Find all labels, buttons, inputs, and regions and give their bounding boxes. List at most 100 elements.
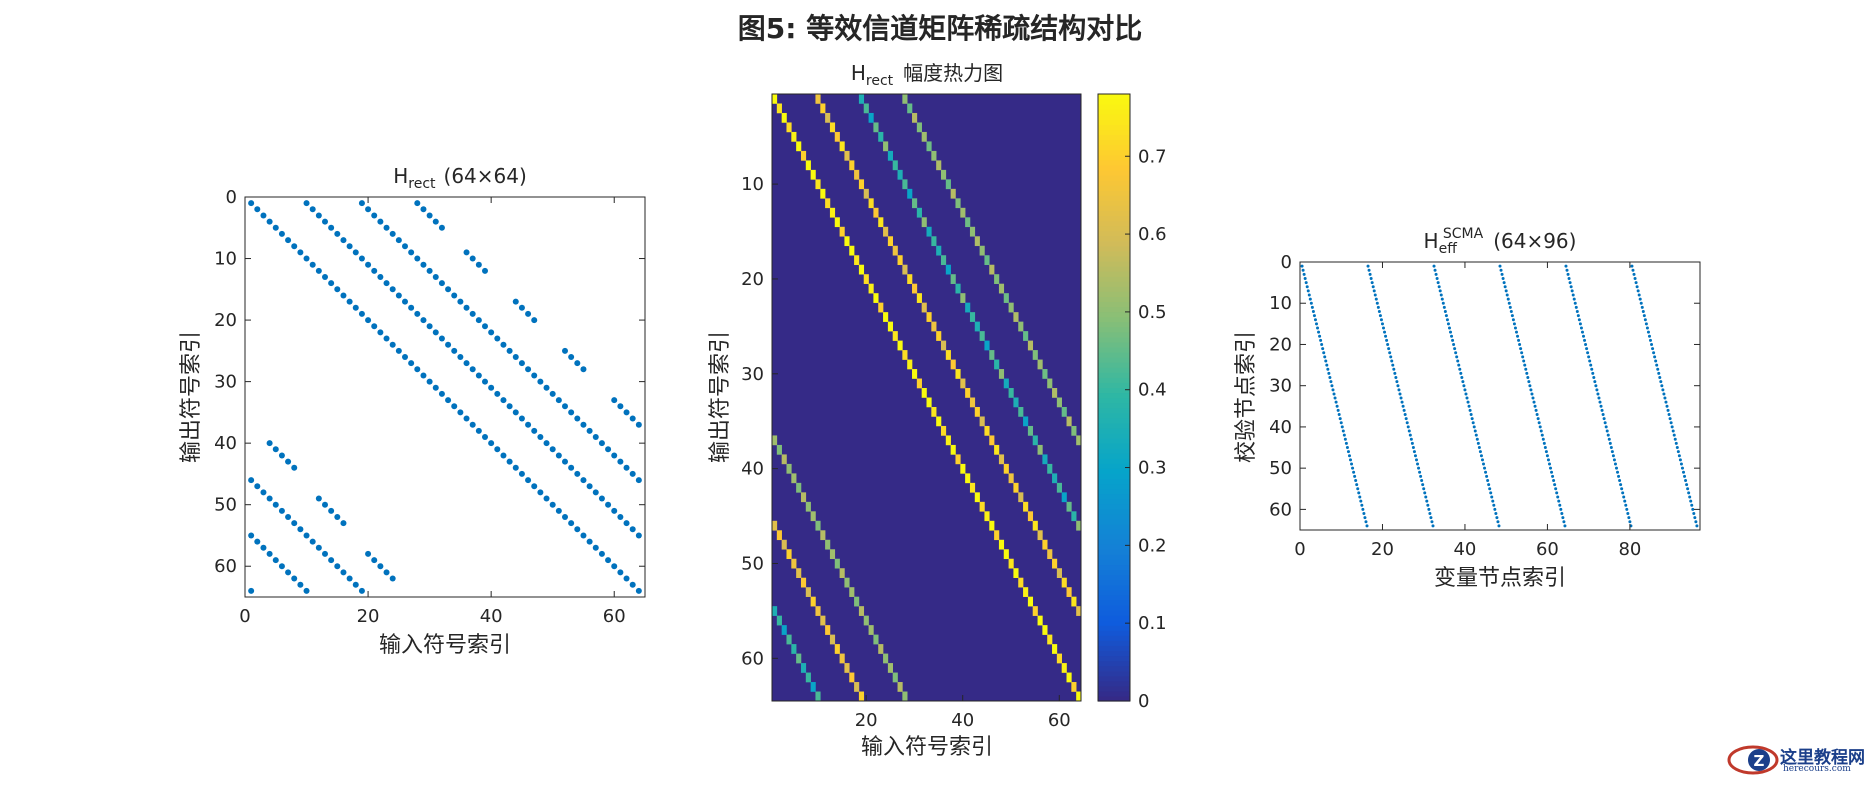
spy-scma-point bbox=[1430, 520, 1434, 524]
heatmap-cell bbox=[1066, 416, 1072, 427]
heatmap-cell bbox=[960, 378, 966, 389]
spy-rect-point bbox=[322, 550, 328, 557]
spy-rect-point bbox=[445, 397, 452, 404]
heatmap-cell bbox=[815, 520, 821, 531]
spy-rect-point bbox=[451, 403, 458, 410]
heatmap-cell bbox=[800, 577, 807, 588]
spy-scma-point bbox=[1678, 458, 1682, 462]
spy-scma-point bbox=[1346, 450, 1350, 454]
spy-rect-point bbox=[531, 372, 538, 379]
spy-scma-point bbox=[1531, 396, 1535, 400]
spy-scma-point bbox=[1643, 318, 1647, 322]
spy-scma-point bbox=[1439, 293, 1443, 297]
colorbar-segment bbox=[1098, 306, 1130, 313]
colorbar-segment bbox=[1098, 271, 1130, 277]
heatmap-cell bbox=[1052, 558, 1058, 569]
spy-rect-point bbox=[592, 544, 599, 551]
colorbar-segment bbox=[1098, 240, 1130, 247]
colorbar-segment bbox=[1098, 159, 1130, 166]
spy-scma-point bbox=[1537, 421, 1541, 425]
colorbar-segment bbox=[1098, 250, 1130, 257]
heatmap-cell bbox=[854, 682, 860, 692]
spy-rect-point bbox=[475, 317, 482, 324]
spy-scma-point bbox=[1693, 516, 1697, 520]
heatmap-cell bbox=[863, 188, 869, 199]
spy-scma-point bbox=[1665, 404, 1669, 408]
spy-scma-point bbox=[1611, 454, 1615, 458]
spy-scma-xtick-label: 40 bbox=[1453, 539, 1476, 560]
colorbar-segment bbox=[1098, 321, 1130, 328]
heatmap-cell bbox=[796, 653, 802, 664]
spy-rect-point bbox=[285, 458, 292, 465]
heatmap-cell bbox=[820, 530, 826, 541]
heatmap-cell bbox=[965, 302, 971, 313]
spy-rect-point bbox=[414, 310, 421, 317]
spy-rect-point bbox=[586, 427, 593, 434]
spy-rect-point bbox=[445, 286, 452, 293]
heatmap-cell bbox=[858, 606, 865, 616]
heatmap-cell bbox=[998, 454, 1005, 465]
spy-scma-point bbox=[1521, 355, 1525, 359]
spy-scma-point bbox=[1592, 375, 1596, 379]
heatmap-cell bbox=[965, 388, 971, 398]
colorbar-tick-label: 0.2 bbox=[1138, 535, 1167, 556]
spy-scma-point bbox=[1459, 371, 1463, 375]
heatmap-cell bbox=[1027, 511, 1034, 522]
heatmap-cell bbox=[858, 264, 865, 275]
spy-rect-point bbox=[617, 403, 624, 410]
heatmap-cell bbox=[902, 264, 908, 275]
heatmap-cell bbox=[921, 302, 927, 313]
spy-scma-point bbox=[1640, 305, 1644, 309]
spy-scma-point bbox=[1647, 334, 1651, 338]
spy-scma-point bbox=[1452, 342, 1456, 346]
spy-scma-point bbox=[1680, 466, 1684, 470]
heatmap-cell bbox=[1052, 473, 1058, 484]
spy-scma-point bbox=[1390, 359, 1394, 363]
spy-rect-point bbox=[457, 298, 464, 305]
heatmap-cell bbox=[994, 444, 1000, 455]
spy-scma-point bbox=[1411, 446, 1415, 450]
heatmap-yticks: 10 20 30 40 50 60 bbox=[741, 174, 778, 669]
heatmap-cell bbox=[1018, 492, 1024, 503]
spy-scma-point bbox=[1552, 479, 1556, 483]
spy-rect-point bbox=[482, 378, 488, 385]
spy-scma-point bbox=[1580, 330, 1584, 334]
spy-rect-point bbox=[328, 224, 335, 231]
colorbar-segment bbox=[1098, 655, 1130, 662]
spy-rect-point bbox=[500, 341, 507, 348]
spy-rect-point bbox=[451, 292, 458, 299]
heatmap-ytick-label: 50 bbox=[741, 553, 764, 574]
spy-rect-point bbox=[574, 526, 581, 533]
spy-rect-point bbox=[463, 304, 470, 311]
spy-scma-point bbox=[1603, 421, 1607, 425]
colorbar-segment bbox=[1098, 362, 1130, 368]
spy-rect-point bbox=[272, 224, 279, 231]
heatmap-cell bbox=[1071, 425, 1077, 436]
spy-rect-point bbox=[463, 415, 470, 422]
spy-rect-point bbox=[438, 335, 445, 342]
heatmap-cell bbox=[950, 359, 956, 370]
spy-scma-point bbox=[1540, 433, 1544, 437]
spy-scma-point bbox=[1590, 367, 1594, 371]
spy-scma-point bbox=[1566, 272, 1570, 276]
spy-scma-point bbox=[1517, 338, 1521, 342]
heatmap-title-base: H bbox=[851, 61, 866, 85]
heatmap-cell bbox=[887, 236, 894, 247]
spy-scma-point bbox=[1610, 450, 1614, 454]
spy-rect-point bbox=[611, 507, 618, 514]
heatmap-cell bbox=[940, 340, 947, 351]
spy-rect-point bbox=[506, 403, 513, 410]
spy-scma-point bbox=[1465, 396, 1469, 400]
spy-rect-point bbox=[297, 249, 304, 256]
spy-rect-point bbox=[334, 514, 341, 520]
heatmap-cell bbox=[1066, 501, 1072, 512]
heatmap-ylabel: 输出符号索引 bbox=[708, 331, 733, 463]
spy-scma-point bbox=[1541, 437, 1545, 441]
heatmap-cell bbox=[776, 444, 782, 455]
spy-scma-point bbox=[1450, 334, 1454, 338]
heatmap-cell bbox=[974, 406, 980, 417]
spy-rect-point bbox=[580, 477, 587, 484]
spy-rect-point bbox=[383, 569, 390, 576]
heatmap-cell bbox=[979, 416, 985, 427]
spy-rect-point bbox=[315, 544, 322, 551]
